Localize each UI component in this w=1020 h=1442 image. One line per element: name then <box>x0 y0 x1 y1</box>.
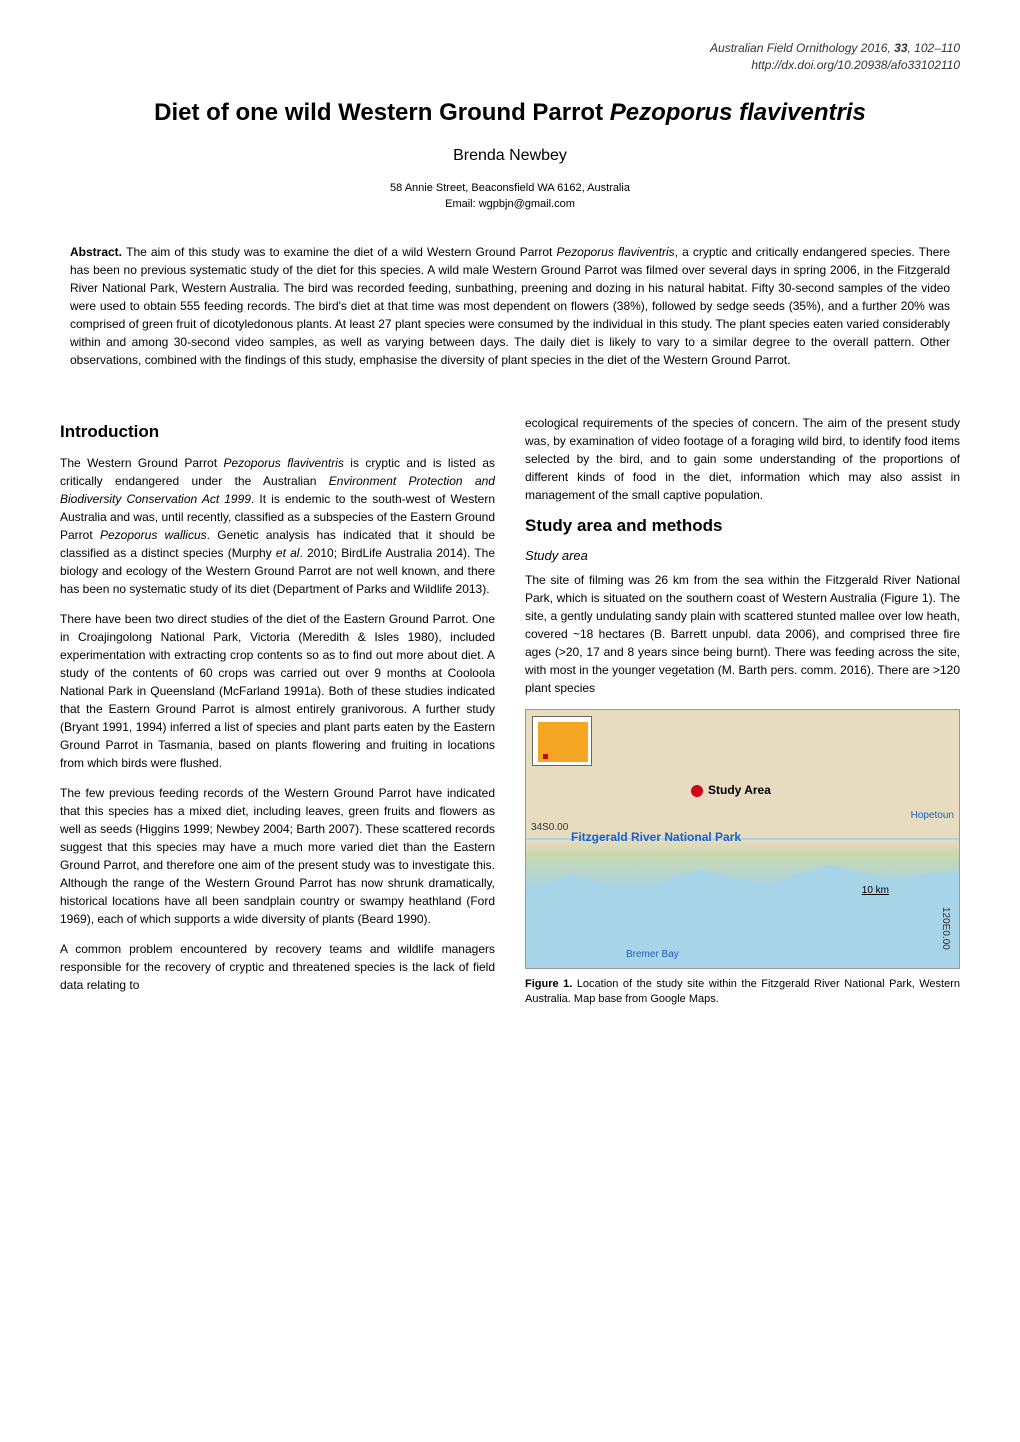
journal-header: Australian Field Ornithology 2016, 33, 1… <box>60 40 960 74</box>
figure-1-caption: Figure 1. Location of the study site wit… <box>525 977 960 1008</box>
longitude-label: 120E0.00 <box>940 907 951 950</box>
study-area-paragraph: The site of filming was 26 km from the s… <box>525 571 960 697</box>
bremer-bay-label: Bremer Bay <box>626 949 679 960</box>
study-area-label: Study Area <box>708 783 771 797</box>
study-area-subheading: Study area <box>525 548 960 563</box>
right-column: ecological requirements of the species o… <box>525 414 960 1008</box>
hopetoun-label: Hopetoun <box>911 810 954 821</box>
figure-1: Study Area 34S0.00 Fitzgerald River Nati… <box>525 709 960 1008</box>
scale-bar: 10 km <box>862 885 889 896</box>
intro-continuation: ecological requirements of the species o… <box>525 414 960 504</box>
intro-paragraph-3: The few previous feeding records of the … <box>60 784 495 928</box>
park-label: Fitzgerald River National Park <box>571 830 741 844</box>
journal-pages: 102–110 <box>914 41 960 55</box>
intro-paragraph-2: There have been two direct studies of th… <box>60 610 495 772</box>
journal-doi: http://dx.doi.org/10.20938/afo33102110 <box>751 58 960 72</box>
map-inset <box>532 716 592 766</box>
article-title: Diet of one wild Western Ground Parrot P… <box>60 99 960 127</box>
author-name: Brenda Newbey <box>60 147 960 165</box>
journal-name: Australian Field Ornithology <box>710 41 857 55</box>
study-area-marker <box>691 785 703 797</box>
study-area-map: Study Area 34S0.00 Fitzgerald River Nati… <box>525 709 960 969</box>
methods-heading: Study area and methods <box>525 516 960 536</box>
introduction-heading: Introduction <box>60 422 495 442</box>
two-column-layout: Introduction The Western Ground Parrot P… <box>60 414 960 1008</box>
journal-year: 2016 <box>861 41 888 55</box>
map-inset-marker <box>543 754 548 759</box>
journal-volume: 33 <box>894 41 907 55</box>
abstract: Abstract. The aim of this study was to e… <box>60 243 960 369</box>
left-column: Introduction The Western Ground Parrot P… <box>60 414 495 1008</box>
author-affiliation: 58 Annie Street, Beaconsfield WA 6162, A… <box>60 180 960 213</box>
intro-paragraph-1: The Western Ground Parrot Pezoporus flav… <box>60 454 495 598</box>
intro-paragraph-4: A common problem encountered by recovery… <box>60 940 495 994</box>
latitude-label: 34S0.00 <box>531 822 568 833</box>
